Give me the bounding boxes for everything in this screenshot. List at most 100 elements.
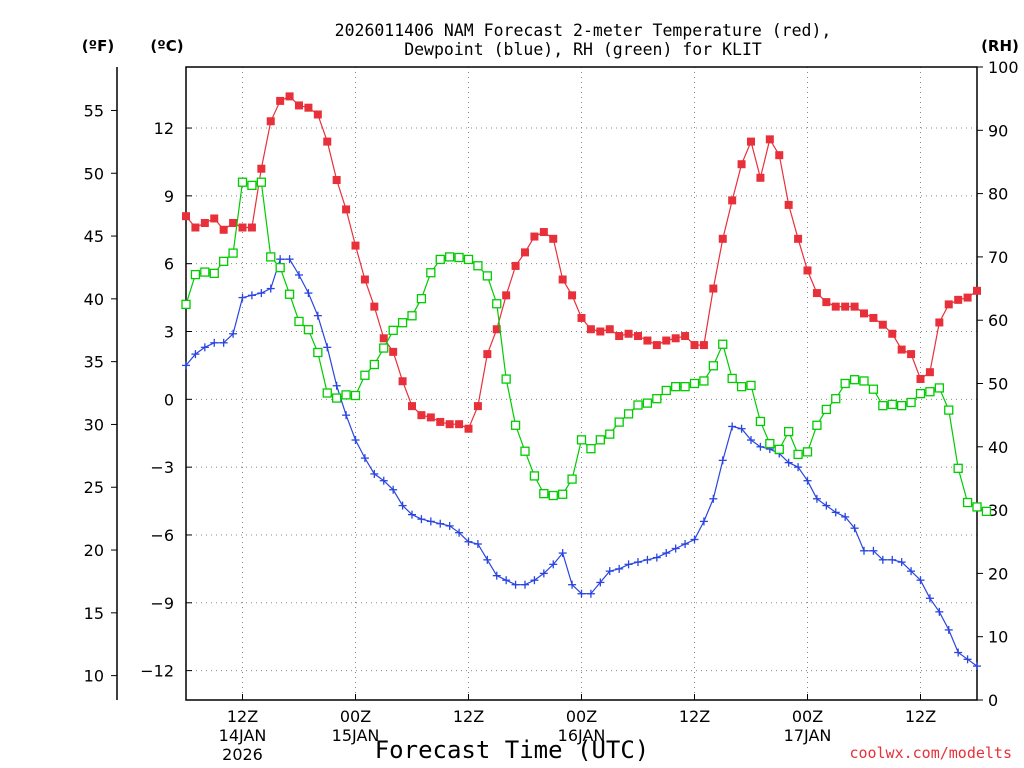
temperature-point [257, 164, 266, 173]
temperature-point [332, 176, 341, 185]
rh-point [718, 339, 728, 349]
x-tick-label: 12Z [679, 707, 710, 726]
fahrenheit-tick-label: 35 [84, 353, 104, 372]
rh-point [200, 267, 210, 277]
temperature-point [464, 424, 473, 433]
rh-point [925, 387, 935, 397]
dewpoint-point [878, 555, 887, 564]
temperature-point [869, 313, 878, 322]
rh-point [190, 269, 201, 280]
temperature-point [916, 374, 925, 383]
rh-point [689, 378, 700, 389]
dewpoint-point [360, 454, 369, 463]
rh-point [633, 400, 643, 410]
rh-tick-label: 50 [988, 375, 1008, 394]
celsius-tick-label: 9 [164, 187, 174, 206]
temperature-point [577, 313, 586, 322]
celsius-tick-label: −12 [140, 662, 174, 681]
dewpoint-point [812, 494, 821, 503]
temperature-point [502, 291, 511, 300]
temperature-point [210, 214, 219, 223]
rh-point [595, 435, 605, 445]
rh-point [341, 390, 351, 400]
temperature-point [313, 110, 322, 119]
rh-tick-label: 20 [988, 564, 1008, 583]
temperature-point [681, 332, 690, 341]
temperature-point [436, 417, 445, 426]
x-tick-label: 12Z [905, 707, 936, 726]
dewpoint-point [455, 528, 464, 537]
dewpoint-point [784, 458, 793, 467]
temperature-point [944, 300, 953, 309]
rh-point [313, 347, 323, 358]
rh-point [962, 497, 973, 508]
rh-point [294, 316, 304, 327]
dewpoint-point [690, 535, 699, 544]
rh-point [284, 289, 295, 299]
dewpoint-point [502, 576, 511, 585]
dewpoint-point [238, 293, 247, 302]
rh-point [642, 398, 653, 408]
rh-point [793, 449, 803, 460]
rh-tick-label: 90 [988, 121, 1008, 140]
fahrenheit-tick-label: 45 [84, 227, 104, 246]
rh-tick-label: 70 [988, 248, 1008, 267]
dewpoint-point [973, 662, 981, 671]
series-dewpoint [182, 255, 981, 671]
rh-point [454, 252, 464, 263]
rh-point [322, 388, 332, 398]
dewpoint-point [718, 456, 727, 465]
rh-point [463, 254, 474, 265]
dewpoint-point [285, 255, 294, 264]
dewpoint-point [342, 411, 351, 420]
dewpoint-point [370, 469, 379, 478]
dewpoint-point [681, 540, 690, 549]
temperature-point [200, 218, 209, 227]
rh-tick-label: 40 [988, 438, 1008, 457]
temperature-point [963, 293, 972, 302]
temperature-point [973, 286, 981, 295]
rh-point [369, 359, 379, 370]
rh-point [501, 374, 511, 384]
temperature-point [841, 302, 850, 311]
temperature-point [831, 302, 840, 311]
rh-point [445, 252, 455, 262]
temperature-point [897, 345, 906, 354]
dewpoint-point [436, 519, 445, 528]
temperature-point [389, 347, 398, 356]
rh-point [605, 429, 615, 439]
temperature-point [568, 291, 577, 300]
temperature-point [812, 289, 821, 298]
rh-point [981, 506, 992, 517]
dewpoint-point [605, 567, 614, 576]
data-series [181, 92, 992, 671]
temperature-point [276, 96, 285, 105]
fahrenheit-tick-label: 40 [84, 290, 104, 309]
dewpoint-point [841, 512, 850, 521]
dewpoint-point [907, 567, 916, 576]
dewpoint-point [586, 589, 595, 598]
dewpoint-point [850, 524, 859, 533]
temperature-point [266, 117, 275, 126]
temperature-point [539, 228, 548, 237]
dewpoint-point [652, 553, 661, 562]
rh-point [416, 294, 427, 304]
temperature-point [530, 232, 539, 241]
rh-point [567, 474, 577, 484]
temperature-point [304, 103, 313, 112]
rh-point [548, 490, 558, 501]
dewpoint-point [210, 338, 219, 347]
temperature-point [379, 334, 388, 343]
rh-point [887, 399, 897, 410]
dewpoint-point [266, 284, 275, 293]
rh-point [558, 489, 568, 499]
temperature-point [342, 205, 351, 214]
rh-point [407, 311, 417, 321]
rh-point [473, 261, 483, 271]
rh-tick-label: 80 [988, 185, 1008, 204]
dewpoint-point [662, 549, 671, 558]
rh-point [812, 420, 822, 430]
temperature-point [803, 266, 812, 275]
x-tick-label: 17JAN [784, 726, 832, 745]
